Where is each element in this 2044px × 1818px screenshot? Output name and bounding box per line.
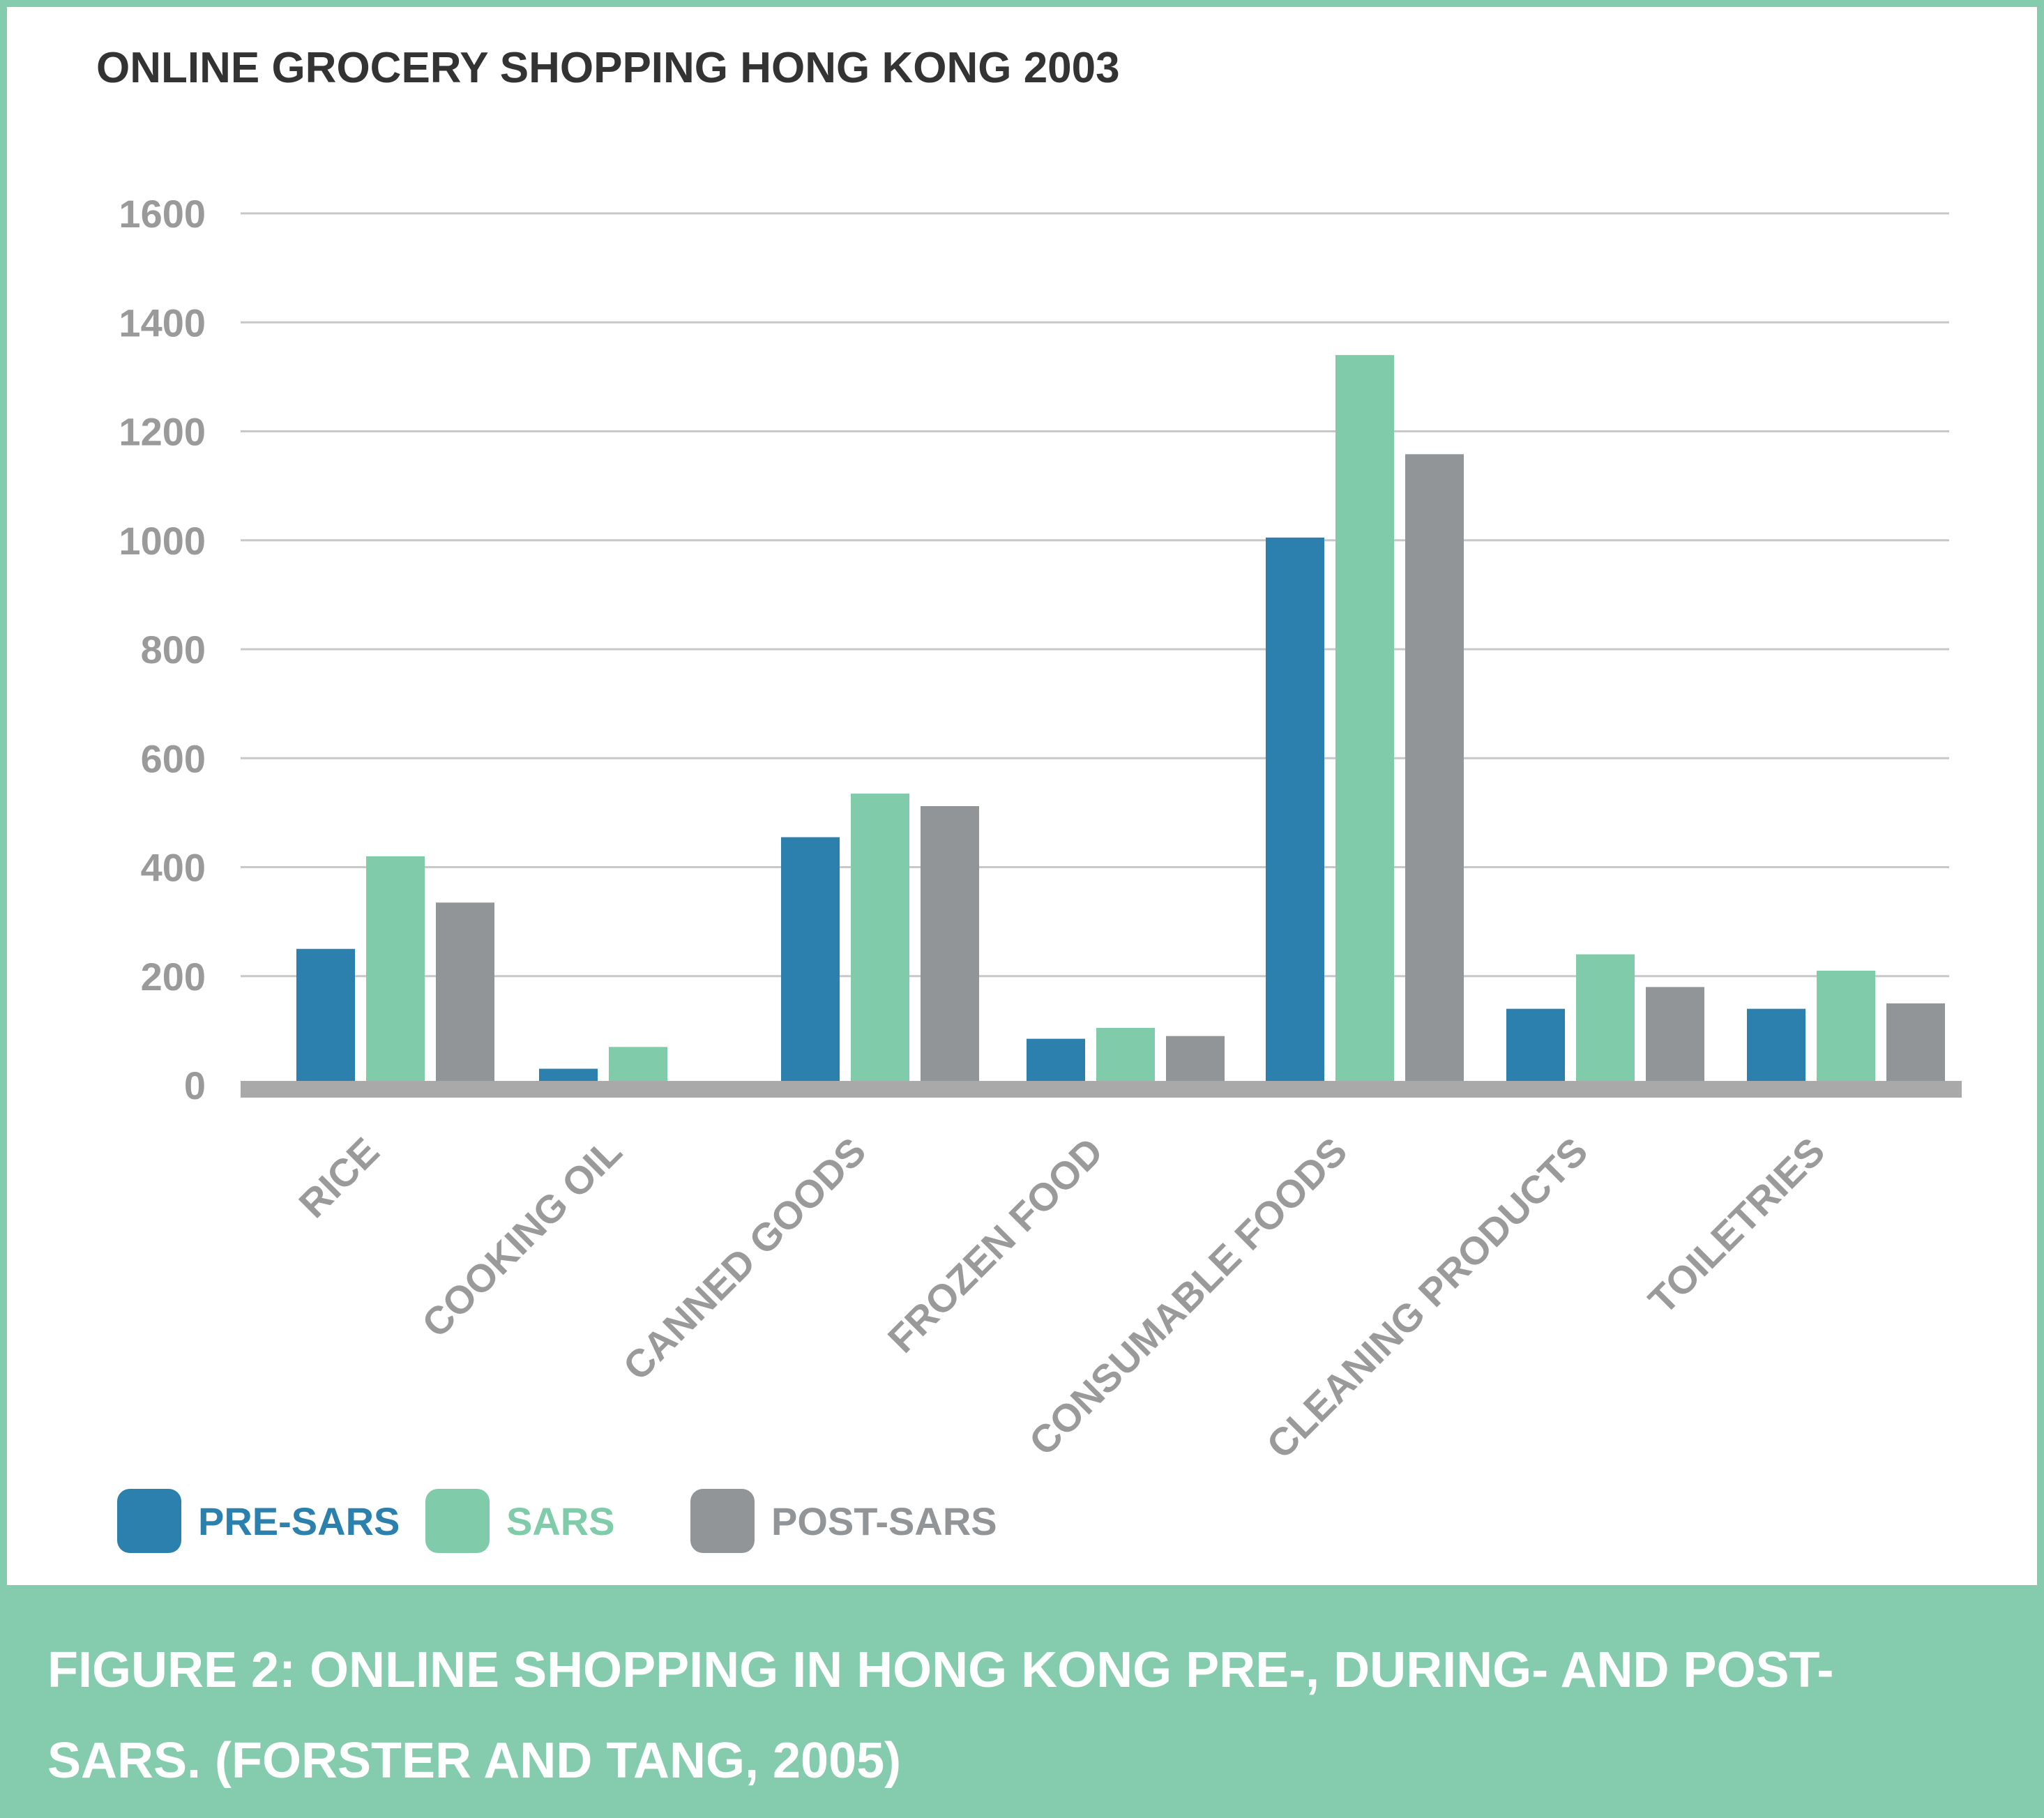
- bar: [1817, 970, 1875, 1085]
- bar: [1576, 954, 1635, 1085]
- y-tick-label: 1400: [119, 301, 206, 344]
- caption-band: [0, 1585, 2044, 1818]
- legend-label: POST-SARS: [771, 1499, 997, 1543]
- x-tick-label: CANNED GOODS: [614, 1129, 874, 1388]
- x-tick-label: TOILETRIES: [1640, 1129, 1833, 1322]
- x-tick-label: FROZEN FOOD: [879, 1129, 1112, 1361]
- bar: [1747, 1008, 1805, 1085]
- y-tick-label: 0: [184, 1063, 206, 1107]
- legend-item: POST-SARS: [690, 1489, 997, 1553]
- legend-item: PRE-SARS: [117, 1489, 400, 1553]
- y-tick-label: 1200: [119, 410, 206, 454]
- legend-swatch: [425, 1489, 490, 1553]
- bar: [366, 856, 425, 1085]
- bar: [781, 837, 840, 1085]
- bar: [1405, 454, 1464, 1085]
- bar: [1335, 355, 1394, 1085]
- y-tick-label: 200: [141, 955, 206, 999]
- bar: [1646, 987, 1704, 1085]
- bar: [1027, 1038, 1085, 1085]
- figure-caption: FIGURE 2: ONLINE SHOPPING IN HONG KONG P…: [47, 1625, 2000, 1806]
- x-tick-label: RICE: [290, 1129, 387, 1226]
- chart-title: ONLINE GROCERY SHOPPING HONG KONG 2003: [96, 44, 1120, 92]
- bar: [1506, 1008, 1565, 1085]
- bar: [436, 902, 494, 1085]
- bar: [296, 948, 355, 1085]
- bar: [851, 794, 909, 1085]
- bar: [609, 1047, 667, 1085]
- x-tick-label: COOKING OIL: [414, 1129, 630, 1346]
- y-tick-label: 800: [141, 628, 206, 672]
- y-tick-label: 1600: [119, 192, 206, 236]
- caption-line-1: FIGURE 2: ONLINE SHOPPING IN HONG KONG P…: [47, 1642, 1834, 1698]
- legend-item: SARS: [425, 1489, 615, 1553]
- y-tick-label: 600: [141, 736, 206, 780]
- bar: [1886, 1003, 1945, 1085]
- x-axis-line: [241, 1081, 1962, 1098]
- legend-label: SARS: [506, 1499, 615, 1543]
- legend-label: PRE-SARS: [198, 1499, 400, 1543]
- caption-line-2: SARS. (FORSTER AND TANG, 2005): [47, 1733, 902, 1789]
- bar: [1266, 537, 1324, 1085]
- bar: [1166, 1036, 1225, 1085]
- legend-swatch: [690, 1489, 755, 1553]
- bar: [921, 806, 979, 1085]
- legend-swatch: [117, 1489, 181, 1553]
- y-tick-label: 400: [141, 846, 206, 890]
- y-tick-label: 1000: [119, 519, 206, 563]
- bar: [1096, 1027, 1155, 1085]
